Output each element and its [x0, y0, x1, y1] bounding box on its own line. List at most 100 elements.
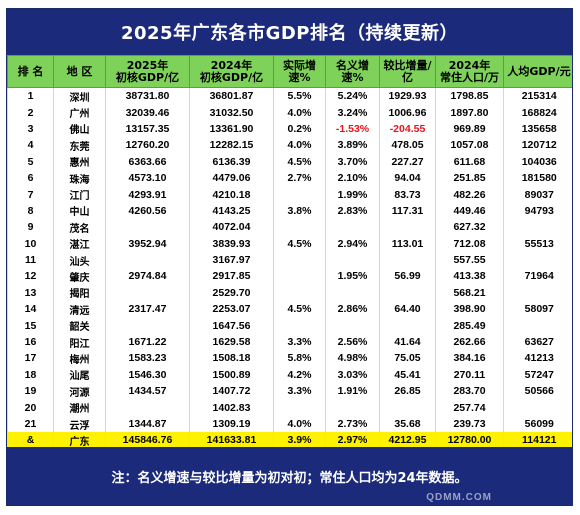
population-cell: 239.73	[435, 415, 504, 433]
gdp-2024-cell: 36801.87	[189, 87, 274, 105]
table-header-row: 排 名地 区 2025年 初核GDP/亿 2024年 初核GDP/亿 实际增速% 名义增速%…	[7, 55, 572, 88]
per-capita-cell: 56099	[503, 415, 572, 433]
gdp-table: 排 名地 区 2025年 初核GDP/亿 2024年 初核GDP/亿 实际增速% 名义增速%…	[7, 55, 572, 465]
gdp-2025-header: 2025年 初核GDP/亿	[105, 55, 190, 88]
per-capita-cell: 104036	[503, 153, 572, 170]
real-growth-cell: 4.5%	[273, 153, 326, 170]
gdp-2025-cell	[105, 251, 190, 269]
rank-cell: &	[7, 432, 54, 449]
per-capita-cell	[503, 251, 572, 269]
real-growth-cell: 5.8%	[273, 350, 326, 367]
gdp-2025-cell: 4260.56	[105, 202, 190, 220]
population-cell: 262.66	[435, 333, 504, 351]
gdp-2025-cell: 1546.30	[105, 366, 190, 384]
nominal-growth-cell	[325, 219, 380, 236]
population-cell: 969.89	[435, 120, 504, 138]
real-growth-cell	[273, 317, 326, 334]
gdp-2024-cell: 2529.70	[189, 284, 274, 302]
real-growth-cell: 3.9%	[273, 432, 326, 449]
table-row: 19 河源 1434.57 1407.72 3.3% 1.91% 26.85 283.70 50…	[7, 383, 572, 400]
increment-cell: 75.05	[379, 350, 436, 367]
nominal-growth-cell: 2.83%	[325, 202, 380, 220]
nominal-growth-cell: 3.03%	[325, 366, 380, 384]
population-header: 2024年 常住人口/万	[435, 55, 504, 88]
increment-cell	[379, 399, 436, 416]
population-cell: 283.70	[435, 383, 504, 400]
per-capita-cell: 71964	[503, 268, 572, 285]
gdp-2024-cell: 31032.50	[189, 104, 274, 121]
region-header: 地 区	[53, 55, 106, 88]
table-row: 12 肇庆 2974.84 2917.85 1.95% 56.99 413.38 71964	[7, 268, 572, 285]
gdp-2024-cell: 4479.06	[189, 169, 274, 187]
rank-cell: 14	[7, 301, 54, 318]
gdp-2024-cell: 6136.39	[189, 153, 274, 170]
region-cell: 河源	[53, 383, 106, 400]
per-capita-cell: 120712	[503, 137, 572, 154]
table-row: 17 梅州 1583.23 1508.18 5.8% 4.98% 75.05 384.16 41…	[7, 350, 572, 367]
gdp-2024-cell: 1407.72	[189, 383, 274, 400]
table-row: 13 揭阳 2529.70 568.21	[7, 284, 572, 302]
nominal-growth-header: 名义增速%	[325, 55, 380, 88]
nominal-growth-cell	[325, 251, 380, 269]
real-growth-cell: 3.3%	[273, 333, 326, 351]
per-capita-cell: 114121	[503, 432, 572, 449]
gdp-2025-cell: 145846.76	[105, 432, 190, 449]
rank-header: 排 名	[7, 55, 54, 88]
population-cell: 1057.08	[435, 137, 504, 154]
population-cell: 12780.00	[435, 432, 504, 449]
gdp-2024-cell: 1402.83	[189, 399, 274, 416]
increment-cell: 1006.96	[379, 104, 436, 121]
nominal-growth-cell: 1.95%	[325, 268, 380, 285]
population-cell: 611.68	[435, 153, 504, 170]
region-cell: 梅州	[53, 350, 106, 367]
per-capita-cell: 58097	[503, 301, 572, 318]
gdp-2024-cell: 4072.04	[189, 219, 274, 236]
region-cell: 惠州	[53, 153, 106, 170]
population-cell: 557.55	[435, 251, 504, 269]
gdp-2024-cell: 13361.90	[189, 120, 274, 138]
real-growth-cell: 4.0%	[273, 104, 326, 121]
table-row: 14 清远 2317.47 2253.07 4.5% 2.86% 64.40 398.90 58…	[7, 301, 572, 318]
per-capita-cell	[503, 284, 572, 302]
nominal-growth-cell: 5.24%	[325, 87, 380, 105]
table-row: 11 汕头 3167.97 557.55	[7, 251, 572, 269]
real-growth-cell: 4.5%	[273, 301, 326, 318]
table-row: 5 惠州 6363.66 6136.39 4.5% 3.70% 227.27 611.68 10…	[7, 153, 572, 170]
region-cell: 珠海	[53, 169, 106, 187]
gdp-2024-cell: 2917.85	[189, 268, 274, 285]
real-growth-cell: 0.2%	[273, 120, 326, 138]
gdp-2025-cell: 1671.22	[105, 333, 190, 351]
rank-cell: 6	[7, 169, 54, 187]
per-capita-cell: 168824	[503, 104, 572, 121]
gdp-2024-cell: 1629.58	[189, 333, 274, 351]
region-cell: 阳江	[53, 333, 106, 351]
increment-cell: -204.55	[379, 120, 436, 138]
region-cell: 汕头	[53, 251, 106, 269]
total-row: & 广东 145846.76 141633.81 3.9% 2.97% 4212.95 127…	[7, 432, 572, 449]
real-growth-cell: 4.0%	[273, 415, 326, 433]
gdp-2025-cell	[105, 284, 190, 302]
table-row: 7 江门 4293.91 4210.18 1.99% 83.73 482.26 89037	[7, 186, 572, 203]
increment-cell: 1929.93	[379, 87, 436, 105]
rank-cell: 1	[7, 87, 54, 105]
table-row: 9 茂名 4072.04 627.32	[7, 219, 572, 236]
rank-cell: 9	[7, 219, 54, 236]
rank-cell: 18	[7, 366, 54, 384]
table-row: 16 阳江 1671.22 1629.58 3.3% 2.56% 41.64 262.66 63…	[7, 333, 572, 351]
gdp-2025-cell	[105, 399, 190, 416]
gdp-2024-cell: 1508.18	[189, 350, 274, 367]
increment-cell: 41.64	[379, 333, 436, 351]
page-title: 2025年广东各市GDP排名（持续更新）	[7, 9, 572, 55]
gdp-ranking-sheet: 2025年广东各市GDP排名（持续更新） 排 名地 区 2025年 初核GDP/亿 2…	[6, 8, 573, 506]
region-cell: 清远	[53, 301, 106, 318]
real-growth-cell: 4.2%	[273, 366, 326, 384]
region-cell: 茂名	[53, 219, 106, 236]
population-cell: 482.26	[435, 186, 504, 203]
population-cell: 568.21	[435, 284, 504, 302]
nominal-growth-cell: 2.10%	[325, 169, 380, 187]
nominal-growth-cell: 2.94%	[325, 235, 380, 252]
gdp-2025-cell: 1344.87	[105, 415, 190, 433]
gdp-2025-cell: 12760.20	[105, 137, 190, 154]
region-cell: 韶关	[53, 317, 106, 334]
region-cell: 广州	[53, 104, 106, 121]
